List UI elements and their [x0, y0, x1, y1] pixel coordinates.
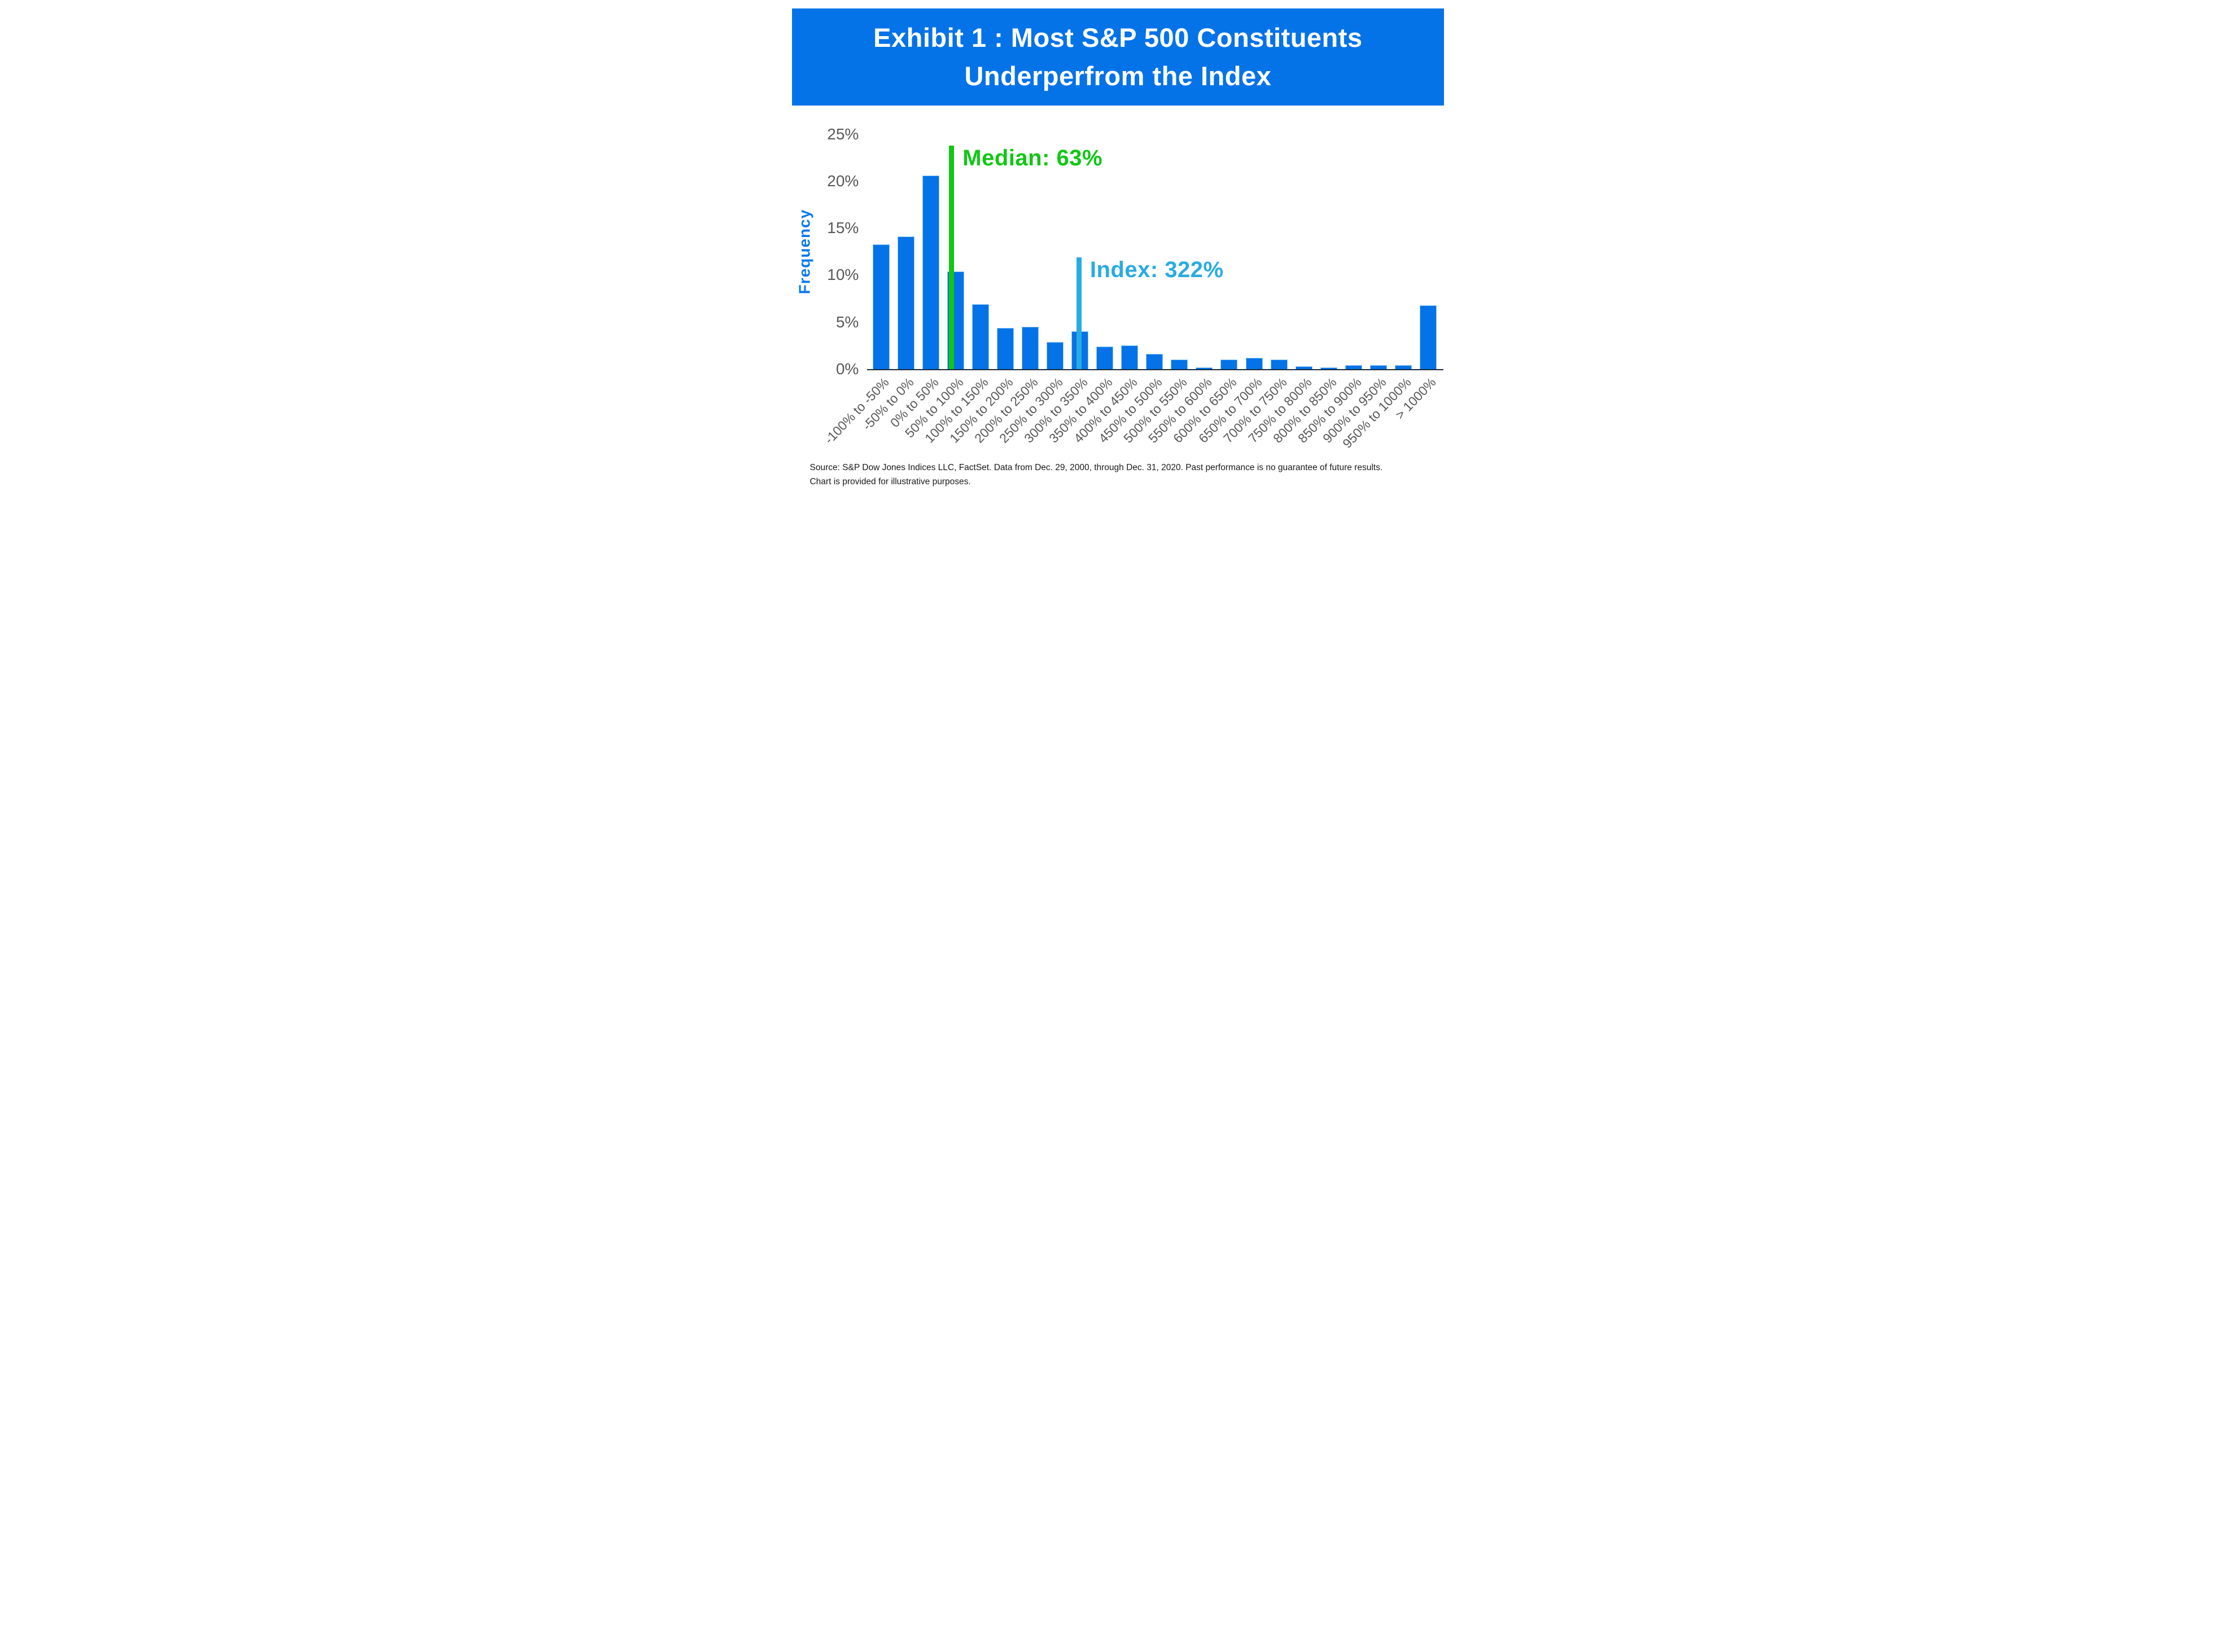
bar-19 [1345, 365, 1362, 369]
y-tick-label: 15% [827, 219, 859, 237]
bar-21 [1394, 365, 1412, 369]
bar-18 [1320, 367, 1337, 369]
bar-2 [922, 176, 940, 369]
source-note: Source: S&P Dow Jones Indices LLC, FactS… [809, 461, 1382, 489]
bar-7 [1047, 341, 1064, 369]
bar-0 [873, 244, 890, 369]
median-line [949, 145, 955, 369]
index-line [1076, 257, 1082, 369]
source-note-line1: Source: S&P Dow Jones Indices LLC, FactS… [809, 462, 1383, 472]
bar-11 [1146, 354, 1163, 369]
y-tick-label: 20% [827, 172, 859, 190]
index-label: Index: 322% [1089, 257, 1224, 282]
bar-13 [1196, 367, 1213, 369]
y-tick-label: 10% [827, 266, 859, 284]
bar-22 [1419, 305, 1437, 369]
chart-page: Exhibit 1 : Most S&P 500 Constituents Un… [782, 0, 1454, 496]
bar-4 [972, 304, 990, 369]
source-note-line2: Chart is provided for illustrative purpo… [809, 477, 971, 487]
page-title-line2: Underperfrom the Index [964, 60, 1272, 91]
bar-12 [1171, 360, 1188, 369]
median-label: Median: 63% [962, 145, 1103, 170]
y-tick-label: 25% [827, 125, 859, 143]
bar-17 [1295, 366, 1312, 369]
bar-5 [997, 327, 1014, 369]
bar-10 [1121, 345, 1139, 369]
bar-6 [1022, 327, 1039, 369]
bar-1 [898, 236, 915, 369]
bar-15 [1245, 357, 1263, 369]
header-banner: Exhibit 1 : Most S&P 500 Constituents Un… [792, 8, 1444, 106]
bar-14 [1220, 360, 1238, 369]
bar-9 [1096, 346, 1114, 369]
y-tick-label: 0% [835, 360, 859, 378]
y-tick-label: 5% [835, 313, 859, 331]
bar-20 [1369, 365, 1387, 369]
bar-16 [1270, 360, 1288, 369]
page-title-line1: Exhibit 1 : Most S&P 500 Constituents [873, 22, 1363, 52]
y-axis-ticks: 25% 20% 15% 10% 5% 0% [783, 125, 859, 378]
plot-area: Median: 63% Index: 322% [867, 134, 1443, 370]
